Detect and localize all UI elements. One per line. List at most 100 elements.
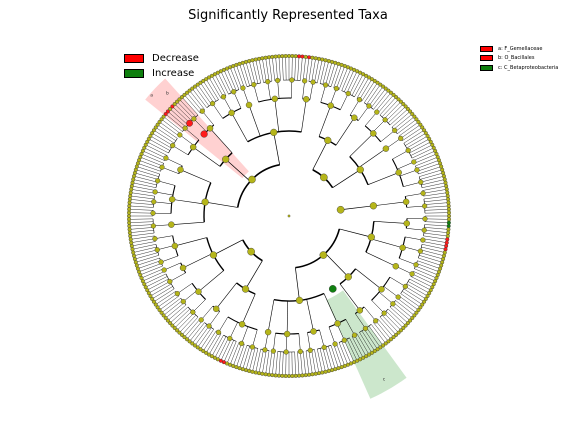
leaf-line	[203, 330, 217, 352]
leaf-line	[130, 235, 155, 240]
leaf-line	[423, 192, 448, 197]
leaf-line	[373, 90, 389, 110]
branch-line	[180, 169, 211, 183]
branch-line	[397, 161, 414, 170]
leaf-line	[169, 306, 189, 324]
leaf-node	[132, 174, 137, 179]
leaf-line	[136, 257, 160, 266]
branch-line	[373, 201, 407, 207]
leaf-line	[262, 350, 267, 374]
taxon-node	[382, 117, 388, 123]
taxon-node	[215, 329, 222, 335]
leaf-node	[253, 57, 258, 62]
leaf-line	[379, 316, 397, 336]
leaf-node	[198, 80, 203, 85]
leaf-node	[127, 207, 132, 212]
leaf-line	[413, 271, 436, 282]
branch-line	[248, 104, 261, 137]
leaf-line	[366, 84, 381, 105]
taxon-node	[289, 77, 295, 83]
taxon-node	[295, 296, 304, 304]
leaf-node	[375, 347, 380, 352]
leaf-line	[328, 346, 336, 370]
taxon-node	[283, 330, 291, 338]
leaf-node	[442, 250, 447, 255]
branch-line	[389, 276, 406, 287]
leaf-node	[369, 350, 374, 355]
leaf-node	[129, 243, 134, 248]
taxon-node	[264, 328, 272, 336]
leaf-line	[415, 265, 438, 276]
leaf-line	[305, 350, 310, 375]
branch-line	[335, 117, 355, 146]
leaf-line	[285, 351, 287, 376]
taxon-node	[182, 125, 188, 131]
leaf-node	[179, 332, 184, 337]
leaf-line	[157, 124, 178, 139]
leaf-line	[239, 63, 248, 87]
leaf-line	[421, 244, 446, 250]
taxon-node	[373, 318, 379, 324]
leaf-node	[372, 78, 377, 83]
leaf-line	[420, 249, 445, 256]
leaf-node	[316, 56, 321, 61]
leaf-node	[303, 373, 308, 378]
taxon-node	[262, 347, 268, 353]
taxon-node	[345, 90, 351, 97]
branch-line	[267, 81, 271, 100]
taxon-node	[227, 335, 233, 342]
taxon-node	[228, 109, 235, 117]
taxon-node	[249, 344, 256, 350]
leaf-line	[272, 56, 275, 81]
branch-line	[319, 329, 325, 348]
taxon-node	[195, 288, 202, 295]
clade-label-b: b	[166, 90, 169, 96]
leaf-line	[423, 238, 447, 243]
taxon-node	[161, 267, 167, 273]
leaf-node	[190, 341, 195, 346]
leaf-node	[127, 200, 132, 205]
branch-line	[328, 326, 336, 345]
leaf-node	[378, 345, 383, 350]
leaf-line	[395, 116, 415, 132]
leaf-node	[127, 203, 132, 208]
leaf-line	[129, 230, 154, 233]
leaf-line	[186, 92, 203, 112]
leaf-line	[391, 111, 411, 128]
leaf-line	[245, 61, 253, 86]
taxon-node	[201, 198, 209, 206]
branch-line	[212, 103, 223, 119]
clade-legend-label-c: c: C_Betaproteobacteria	[498, 64, 559, 71]
taxon-node	[402, 283, 408, 290]
leaf-node	[388, 337, 393, 342]
leaf-node	[129, 184, 134, 189]
leaf-node	[316, 371, 321, 376]
leaf-node	[263, 55, 268, 60]
leaf-node	[157, 119, 162, 124]
leaf-line	[391, 304, 411, 321]
leaf-node	[416, 119, 421, 124]
taxon-node	[405, 147, 411, 154]
leaf-node	[394, 95, 399, 100]
leaf-line	[176, 313, 194, 331]
leaf-line	[319, 348, 326, 372]
leaf-line	[420, 176, 445, 183]
taxon-node	[382, 145, 390, 152]
taxon-node	[247, 247, 255, 256]
leaf-line	[217, 72, 229, 95]
leaf-node	[273, 54, 278, 59]
leaf-node	[179, 95, 184, 100]
leaf-line	[397, 119, 417, 134]
leaf-line	[423, 232, 448, 237]
leaf-line	[133, 179, 157, 186]
leaf-node	[127, 197, 132, 202]
taxon-node	[422, 216, 428, 222]
branch-line	[157, 180, 176, 186]
leaf-node	[129, 187, 134, 192]
taxon-node	[190, 309, 196, 315]
leaf-node	[168, 106, 173, 111]
leaf-node	[443, 180, 448, 185]
clade-legend-label-a: a: F_Gemellaceae	[498, 45, 543, 52]
leaf-line	[163, 300, 183, 316]
leaf-line	[416, 263, 440, 272]
